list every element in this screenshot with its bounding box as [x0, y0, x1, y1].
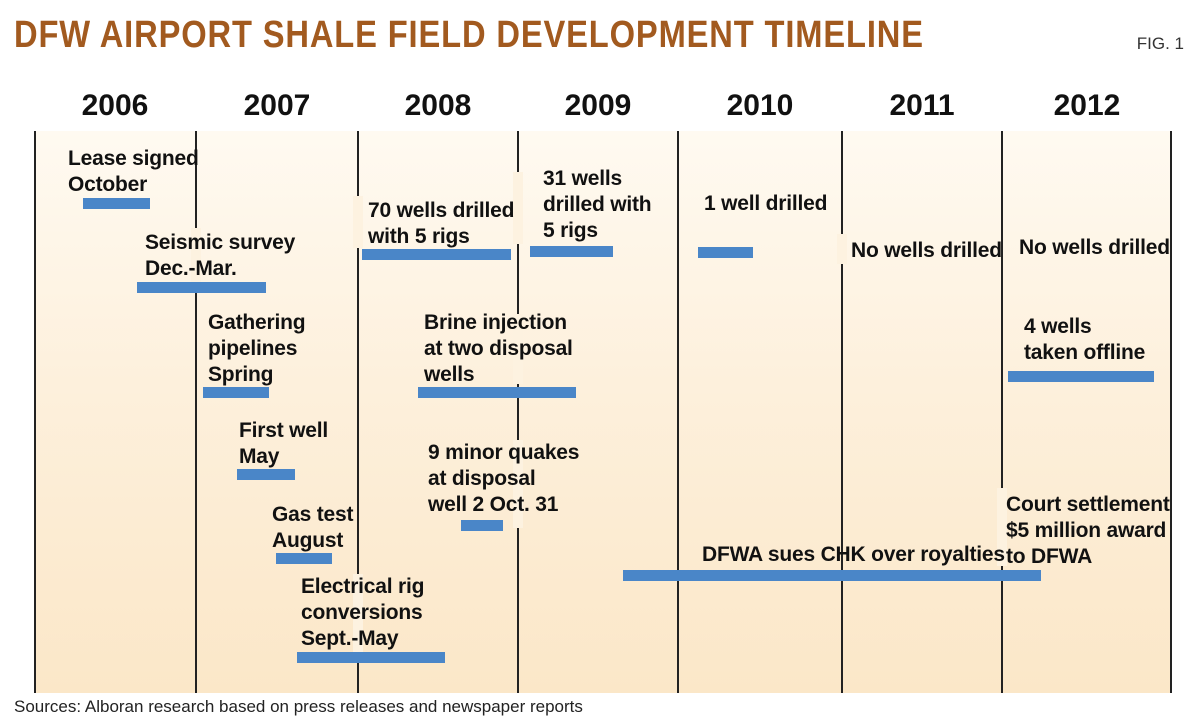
- divider-gap: [513, 172, 523, 244]
- divider-gap: [997, 488, 1007, 566]
- event-bar-quakes: [461, 520, 503, 531]
- event-label-wells-31: 31 wells drilled with 5 rigs: [543, 167, 652, 242]
- event-label-wells-70: 70 wells drilled with 5 rigs: [368, 199, 515, 248]
- source-note: Sources: Alboran research based on press…: [14, 697, 583, 716]
- divider-gap: [837, 234, 847, 264]
- event-bar-wells-31: [530, 246, 613, 257]
- event-label-seismic: Seismic survey Dec.-Mar.: [145, 231, 296, 280]
- event-bar-brine: [418, 387, 576, 398]
- event-label-brine: Brine injection at two disposal wells: [424, 311, 573, 386]
- year-2008: 2008: [404, 89, 472, 122]
- chart-title: DFW AIRPORT SHALE FIELD DEVELOPMENT TIME…: [14, 14, 924, 56]
- year-2010: 2010: [726, 89, 794, 122]
- year-2012: 2012: [1053, 89, 1121, 122]
- event-bar-gathering: [203, 387, 269, 398]
- divider-gap: [513, 440, 523, 528]
- divider-2011: [841, 131, 843, 693]
- divider-2010: [677, 131, 679, 693]
- event-bar-seismic: [137, 282, 266, 293]
- event-bar-electrical: [297, 652, 445, 663]
- event-label-well-1: 1 well drilled: [704, 192, 828, 215]
- event-bar-wells-70: [362, 249, 511, 260]
- figure-label: FIG. 1: [1136, 34, 1184, 53]
- event-label-no-wells-2011: No wells drilled: [851, 239, 1002, 262]
- year-2009: 2009: [564, 89, 632, 122]
- year-2011: 2011: [889, 89, 955, 122]
- event-label-gathering: Gathering pipelines Spring: [208, 311, 306, 386]
- event-bar-gas-test: [276, 553, 332, 564]
- timeline-panel: [34, 131, 1172, 693]
- event-label-electrical: Electrical rig conversions Sept.-May: [301, 575, 425, 650]
- divider-gap: [191, 228, 201, 286]
- event-bar-lease: [83, 198, 150, 209]
- event-label-gas-test: Gas test August: [272, 503, 354, 552]
- divider-gap: [353, 196, 363, 248]
- event-label-settlement: Court settlement $5 million award to DFW…: [1006, 493, 1170, 568]
- event-bar-lawsuit: [623, 570, 1041, 581]
- event-label-quakes: 9 minor quakes at disposal well 2 Oct. 3…: [428, 441, 580, 516]
- event-bar-first-well: [237, 469, 295, 480]
- event-bar-offline: [1008, 371, 1154, 382]
- event-bar-well-1: [698, 247, 753, 258]
- divider-2007: [195, 131, 197, 693]
- divider-2009: [517, 131, 519, 693]
- divider-gap: [513, 314, 523, 384]
- event-label-offline: 4 wells taken offline: [1024, 315, 1146, 364]
- event-label-first-well: First well May: [239, 419, 329, 468]
- divider-2012: [1001, 131, 1003, 693]
- divider-2008: [357, 131, 359, 693]
- year-2006: 2006: [81, 89, 149, 122]
- event-label-lease: Lease signed October: [68, 147, 199, 196]
- event-label-no-wells-2012: No wells drilled: [1019, 236, 1170, 259]
- divider-gap: [353, 574, 363, 652]
- event-label-lawsuit: DFWA sues CHK over royalties: [702, 543, 1005, 566]
- year-2007: 2007: [243, 89, 311, 122]
